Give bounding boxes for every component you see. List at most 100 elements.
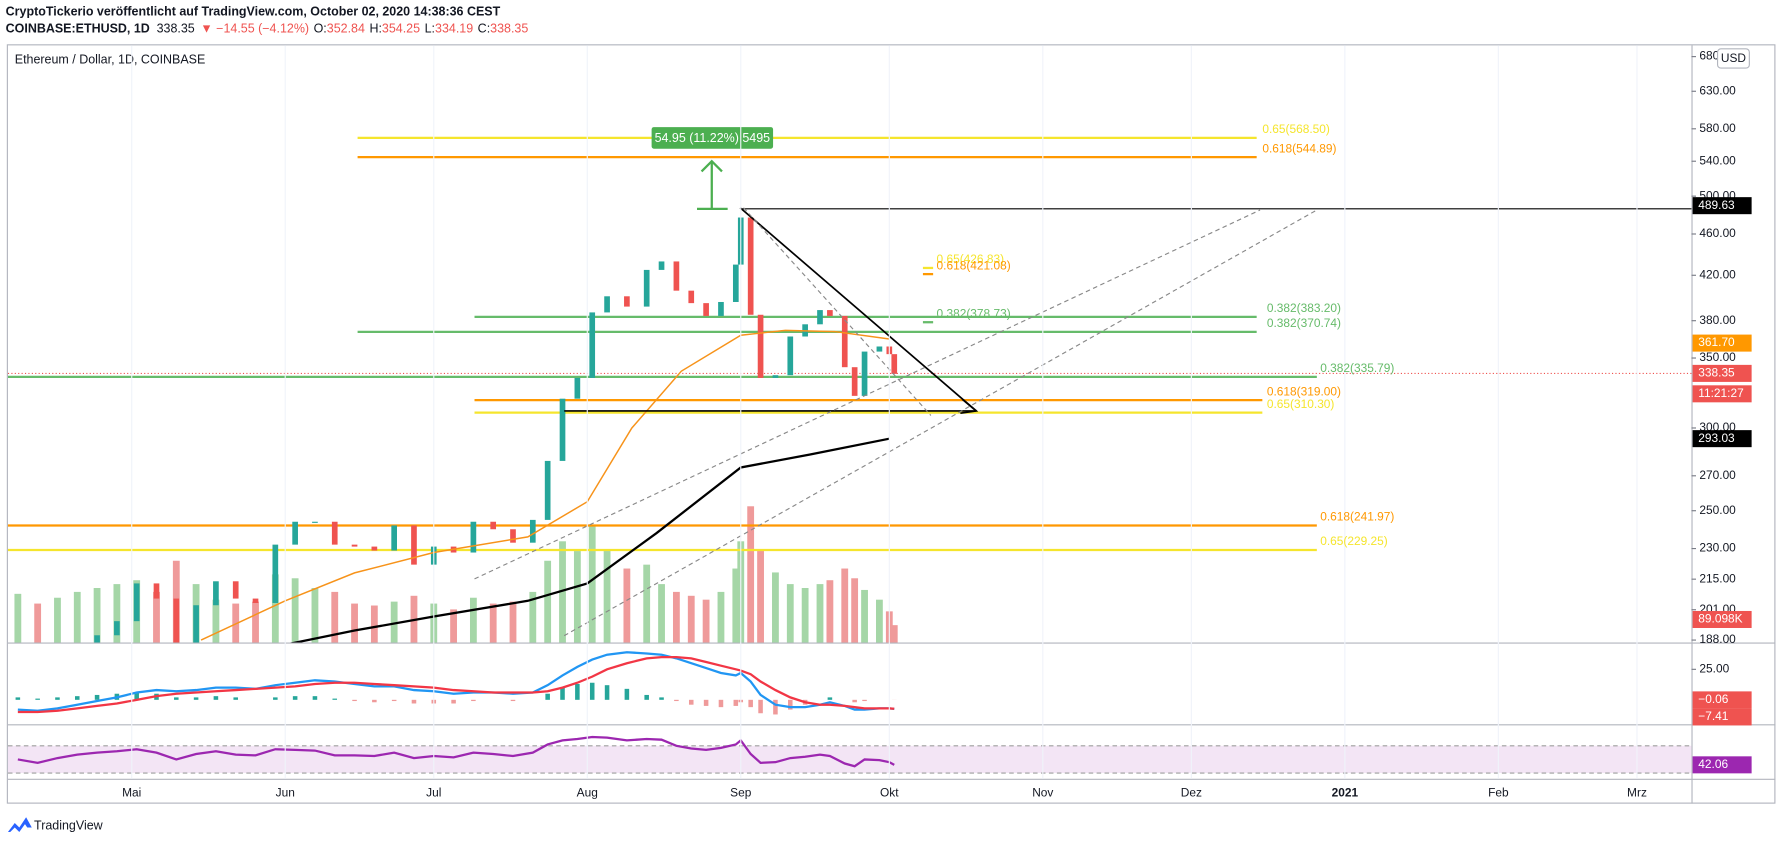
macd-histogram [575, 683, 580, 700]
macd-histogram [862, 699, 867, 702]
rsi-pane [7, 735, 1692, 774]
publisher: CryptoTickerio veröffentlicht auf Tradin… [6, 5, 501, 19]
volume-bar [717, 591, 725, 643]
y-tick-label: 460.00 [1699, 226, 1736, 240]
pane-title: Ethereum / Dollar, 1D, COINBASE [15, 52, 206, 66]
x-tick-label: Mrz [1627, 786, 1647, 800]
chart-frame [6, 44, 1776, 804]
fib-label: 0.382(370.74) [1267, 316, 1341, 330]
currency[interactable]: USD [1721, 51, 1747, 65]
macd-histogram [411, 699, 417, 704]
fib-label: 0.65(568.50) [1262, 122, 1330, 136]
candle [772, 375, 779, 378]
price-badge [1692, 364, 1752, 382]
volume-bar [311, 588, 319, 643]
macd-histogram [674, 699, 679, 702]
y-tick-label: 420.00 [1699, 267, 1736, 281]
candle [272, 544, 279, 604]
macd-histogram [312, 696, 318, 700]
logo-icon [7, 817, 32, 833]
macd-histogram [233, 697, 238, 700]
brand: TradingView [34, 819, 104, 833]
macd-histogram [55, 697, 60, 700]
change: −14.55 (−4.12%) [216, 22, 309, 36]
volume-bar [876, 599, 883, 643]
currency-button[interactable] [1716, 48, 1750, 69]
macd-badge-label: −0.06 [1698, 692, 1729, 706]
candle [94, 635, 100, 643]
candle [331, 521, 338, 545]
candle [292, 521, 298, 545]
x-tick-label: Mai [122, 786, 141, 800]
price-badge [1692, 197, 1752, 215]
macd-pane [15, 651, 897, 715]
arrow-head [960, 398, 979, 415]
fib-label: 0.382(335.79) [1320, 361, 1394, 375]
candle [574, 377, 581, 399]
candle [510, 529, 516, 543]
volume-bar [786, 584, 794, 643]
macd-histogram [352, 699, 357, 702]
candle [624, 296, 630, 307]
x-tick-label: Feb [1488, 786, 1509, 800]
volume-bar [73, 591, 81, 643]
ohlc-value: 338.35 [490, 22, 528, 36]
macd-histogram [748, 699, 753, 708]
y-tick-label: 250.00 [1699, 503, 1736, 517]
candle [173, 598, 180, 643]
macd-histogram [193, 697, 199, 700]
ohlc-value: 354.25 [382, 22, 420, 36]
volume-bar [509, 601, 517, 643]
fib-label: 0.65(310.30) [1267, 397, 1335, 411]
volume-bar [469, 597, 477, 643]
x-tick-label: Sep [730, 786, 752, 800]
x-tick-label: 2021 [1332, 786, 1359, 800]
candle [529, 519, 536, 543]
candle [252, 598, 259, 604]
volume-bar [559, 541, 566, 643]
measure-label: 54.95 (11.22%) 5495 [655, 131, 771, 145]
volume-bar [113, 584, 121, 643]
measure-arrow-head [700, 159, 723, 173]
ohlc-key: O: [314, 22, 327, 36]
macd-histogram [718, 699, 724, 708]
volume-bar [370, 605, 378, 643]
x-tick-label: Dez [1181, 786, 1202, 800]
price-badge-label: 293.03 [1698, 431, 1735, 445]
x-tick-label: Jun [276, 786, 295, 800]
rsi-badge [1692, 756, 1752, 774]
fib-label: 0.618(421.08) [937, 258, 1011, 272]
macd-line [17, 651, 895, 712]
candle [841, 315, 848, 368]
volume-bar [816, 584, 824, 643]
dashed-line [743, 207, 932, 416]
macd-histogram [624, 688, 630, 700]
last-price: 338.35 [157, 22, 195, 36]
candle [213, 581, 219, 606]
candle [817, 310, 823, 325]
volume-bar [271, 574, 279, 643]
fib-label: 0.618(241.97) [1320, 510, 1394, 524]
volume-bar [732, 568, 740, 643]
price-badge-label: 361.70 [1698, 335, 1735, 349]
logo [7, 817, 32, 833]
macd-histogram [688, 699, 694, 705]
candle [153, 583, 160, 599]
volume-bar [529, 591, 537, 643]
volume-bar [851, 578, 859, 643]
change-arrow: ▼ [200, 22, 212, 36]
macd-histogram [94, 694, 100, 700]
macd-histogram [733, 699, 739, 706]
volume-bar [331, 591, 339, 643]
rsi-badge-label: 42.06 [1698, 757, 1728, 771]
macd-histogram [134, 692, 139, 700]
macd-histogram [545, 693, 550, 700]
candle [757, 314, 764, 378]
y-tick-label: 630.00 [1699, 83, 1736, 97]
dashed-line [563, 209, 1318, 637]
volume-bar [841, 568, 849, 643]
candle [490, 521, 497, 530]
ohlc-value: 334.19 [435, 22, 473, 36]
fib-label: 0.382(378.73) [937, 306, 1011, 320]
